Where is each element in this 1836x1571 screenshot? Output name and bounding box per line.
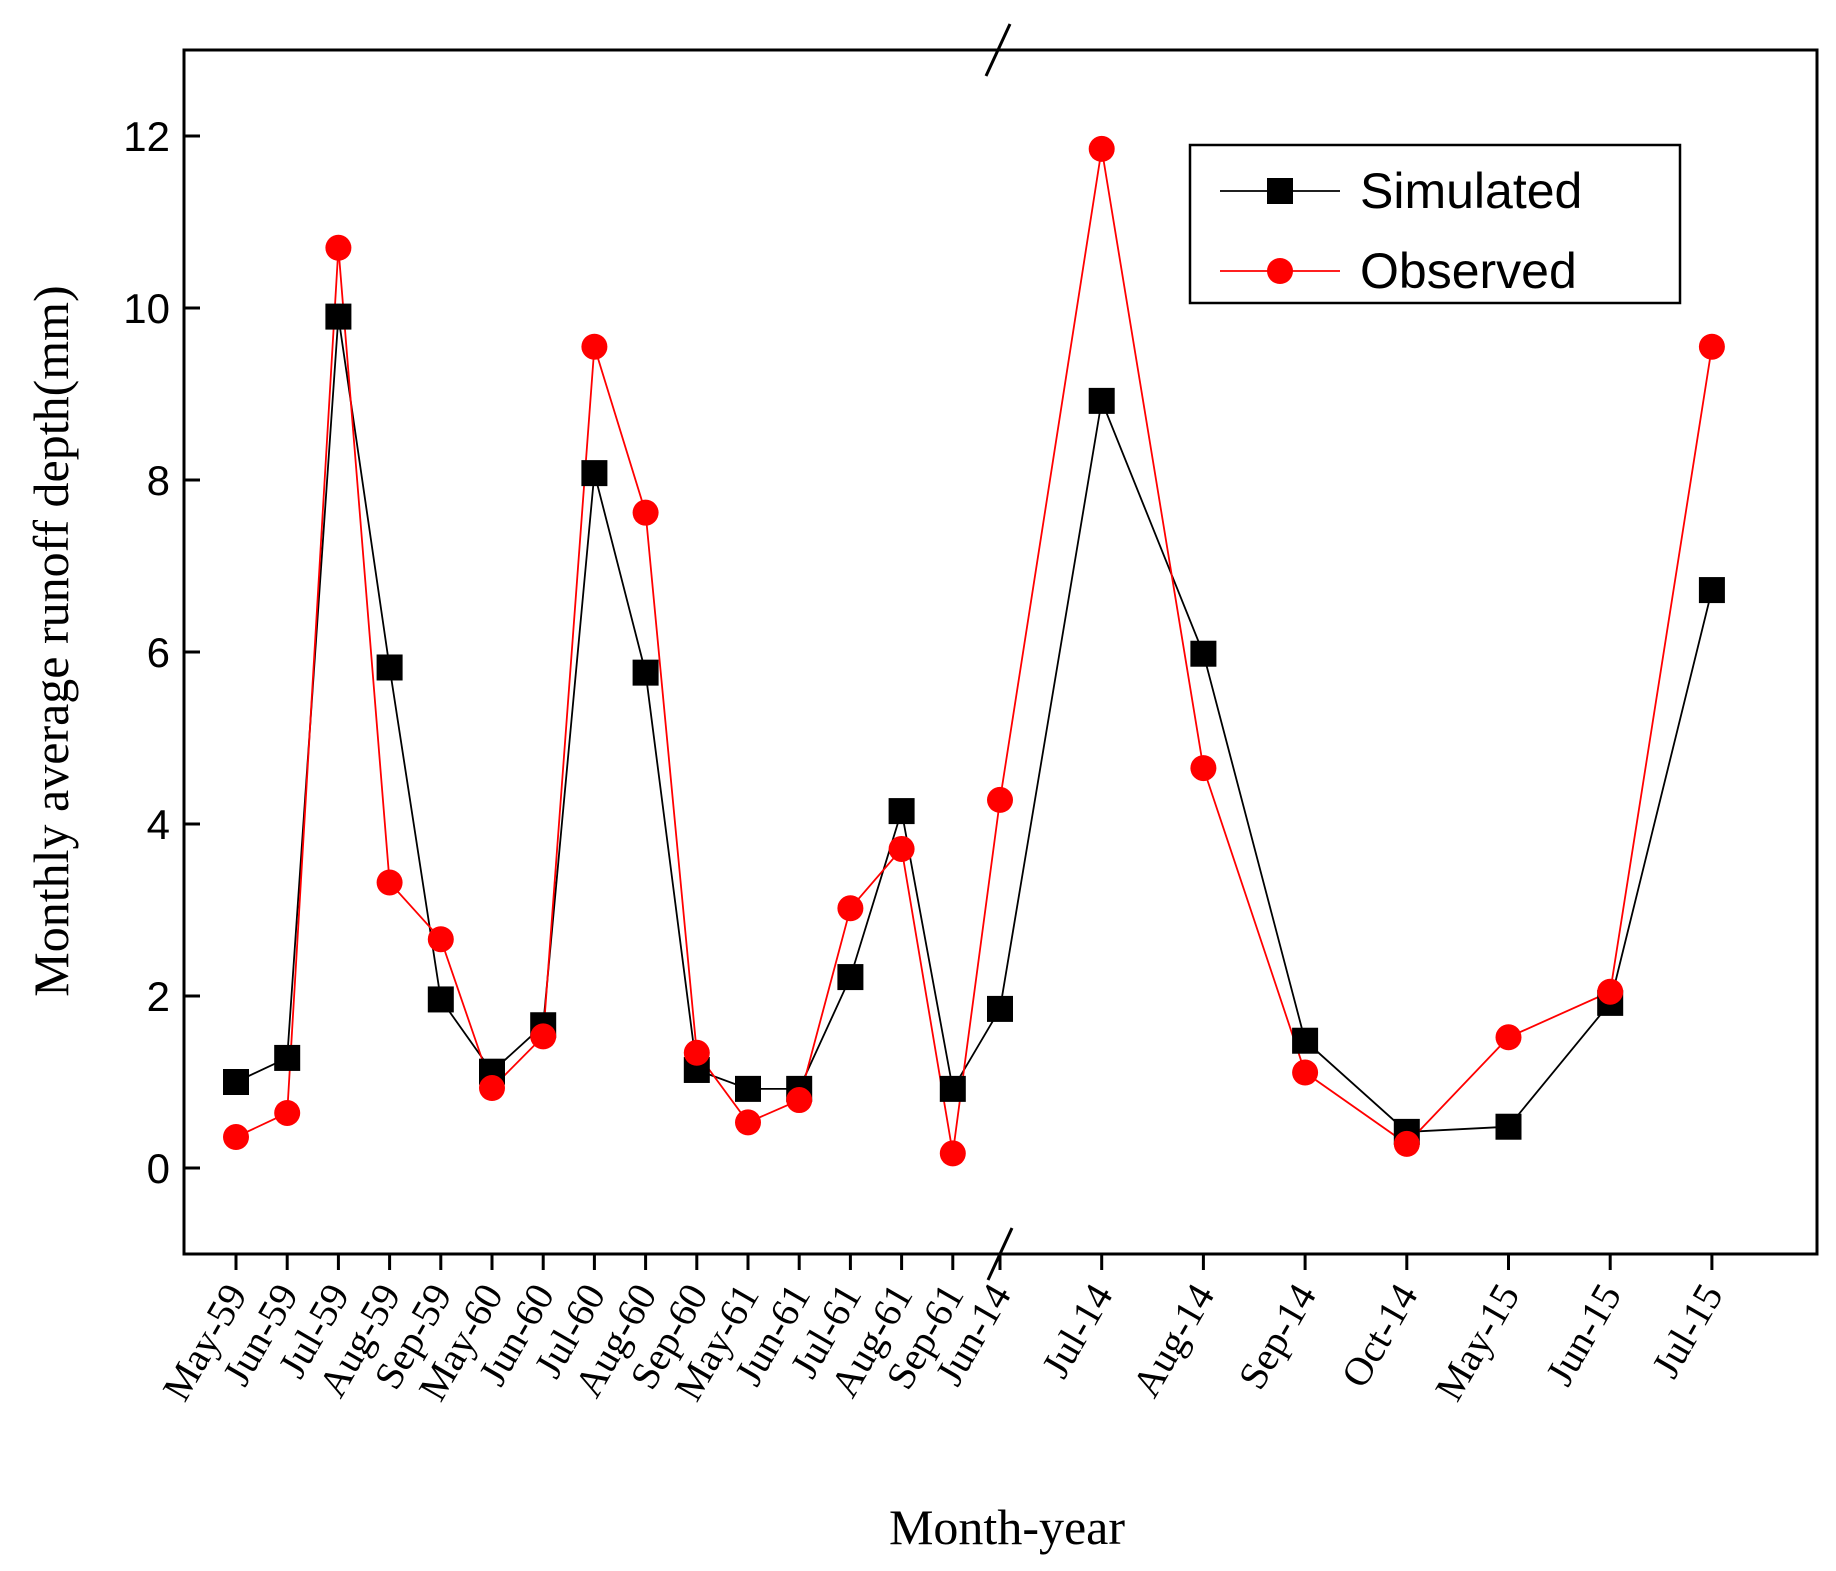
data-point-circle [786,1087,813,1114]
data-point-circle [1292,1059,1319,1086]
data-point-square [987,995,1013,1022]
data-point-square [888,798,915,825]
y-tick-label: 6 [147,629,170,676]
y-tick-label: 2 [147,973,170,1020]
data-point-circle [987,786,1013,813]
data-point-square [1190,640,1217,667]
data-point-square [1088,387,1115,414]
data-point-circle [1597,978,1624,1005]
data-point-circle [632,499,659,526]
data-point-circle [1495,1024,1522,1051]
data-point-circle [1698,333,1725,360]
data-point-square [837,964,864,991]
data-point-circle [376,869,403,896]
y-tick-label: 12 [123,113,170,160]
data-point-circle [888,835,915,862]
data-point-circle [735,1109,761,1136]
data-point-circle [837,895,864,922]
data-point-circle [939,1140,966,1167]
data-point-square [581,460,608,487]
legend-marker-square [1267,178,1293,204]
data-point-square [274,1044,301,1071]
data-point-square [939,1075,966,1102]
y-tick-label: 0 [147,1145,170,1192]
y-tick-label: 4 [147,801,170,848]
y-axis-label: Monthly average runoff depth(mm) [23,285,79,996]
legend-label: Observed [1360,243,1577,299]
y-tick-label: 8 [147,457,170,504]
data-point-circle [683,1039,710,1066]
data-point-square [376,654,403,681]
data-point-square [223,1069,249,1095]
axis-break-top [984,23,1012,77]
data-point-square [1495,1113,1522,1140]
legend-label: Simulated [1360,163,1582,219]
data-point-circle [1190,755,1217,782]
data-point-circle [1393,1130,1420,1157]
data-point-square [325,303,352,330]
data-point-circle [427,926,454,953]
data-point-circle [223,1124,249,1151]
data-point-square [427,986,454,1013]
data-point-circle [274,1099,301,1126]
data-point-square [735,1075,761,1102]
legend-marker-circle [1267,258,1293,284]
data-point-square [632,659,659,686]
data-point-circle [1088,135,1115,162]
data-point-circle [325,234,352,261]
x-axis-label: Month-year [889,1499,1125,1555]
data-point-square [1698,577,1725,604]
data-point-circle [530,1023,557,1050]
data-point-circle [581,333,608,360]
data-point-square [1292,1027,1319,1054]
data-point-circle [479,1075,505,1102]
y-tick-label: 10 [123,285,170,332]
